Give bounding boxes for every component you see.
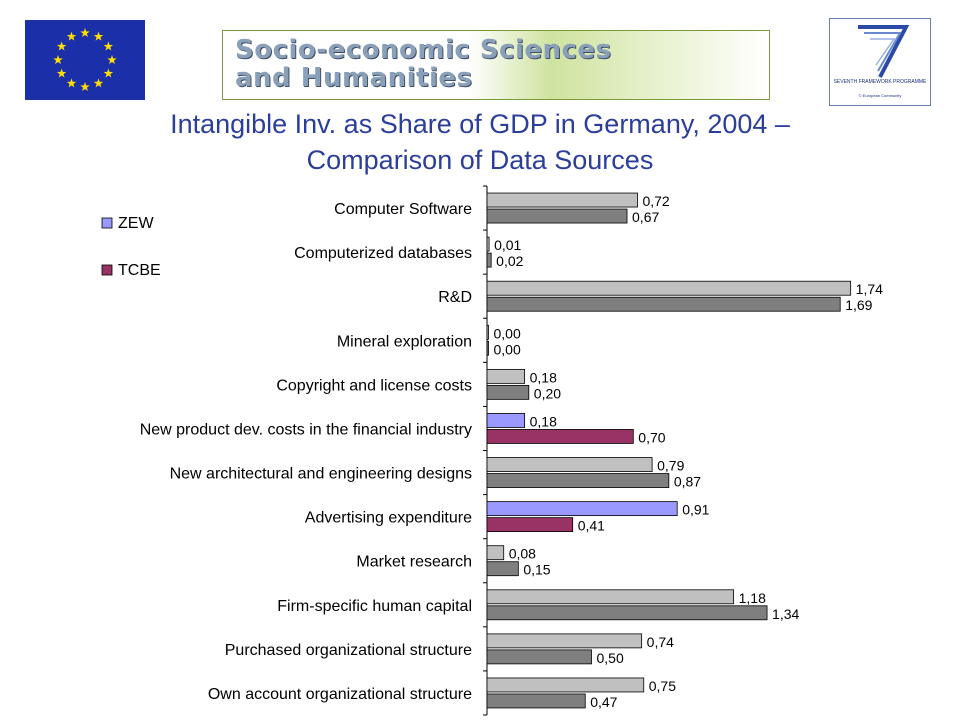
- eu-star-icon: [80, 28, 90, 38]
- zew-bar: [486, 501, 678, 517]
- data-label: 0,15: [523, 562, 550, 578]
- ssh-banner-logo: Socio-economic Sciences and Humanities: [222, 30, 770, 100]
- category-label: Computer Software: [334, 201, 472, 218]
- tcbe-bar: [486, 340, 489, 356]
- data-label: 0,50: [597, 650, 624, 666]
- fp7-seven-icon: [858, 25, 910, 78]
- tcbe-bar: [486, 561, 519, 577]
- category-label: Mineral exploration: [337, 333, 472, 350]
- tcbe-bar: [486, 208, 628, 224]
- eu-star-icon: [53, 55, 63, 65]
- tcbe-bar: [486, 429, 634, 444]
- legend-label-tcbe: TCBE: [118, 262, 161, 279]
- eu-star-icon: [56, 41, 67, 51]
- zew-bar: [486, 280, 852, 296]
- data-label: 0,74: [647, 634, 674, 650]
- zew-bar: [486, 457, 653, 472]
- data-label: 1,18: [739, 590, 766, 606]
- data-label: 0,79: [657, 458, 684, 474]
- fp7-logo: SEVENTH FRAMEWORK PROGRAMME © European C…: [829, 18, 931, 106]
- data-label: 1,34: [772, 606, 799, 622]
- legend-label-zew: ZEW: [118, 215, 154, 232]
- data-label: 0,91: [682, 502, 709, 518]
- data-label: 1,74: [856, 281, 883, 297]
- eu-star-icon: [103, 68, 114, 78]
- zew-bar: [486, 545, 505, 561]
- eu-flag-logo: [25, 20, 145, 100]
- eu-star-icon: [66, 31, 77, 41]
- legend-swatch-tcbe: [101, 264, 113, 276]
- tcbe-bar: [486, 517, 574, 533]
- zew-bar: [486, 192, 638, 208]
- zew-bar: [486, 589, 735, 605]
- category-label: Copyright and license costs: [276, 377, 472, 394]
- zew-bar: [486, 236, 490, 252]
- banner-line-1: Socio-economic Sciences: [235, 35, 612, 65]
- zew-bar: [486, 324, 489, 340]
- data-label: 0,08: [509, 546, 536, 562]
- tcbe-bar: [486, 693, 586, 709]
- category-label: Firm-specific human capital: [277, 598, 472, 615]
- data-label: 0,67: [632, 209, 659, 225]
- banner-line-2: and Humanities: [235, 63, 473, 93]
- category-label: Own account organizational structure: [208, 686, 472, 703]
- data-label: 0,20: [534, 385, 561, 401]
- category-label: Advertising expenditure: [305, 510, 472, 527]
- tcbe-bar: [486, 473, 670, 488]
- category-label: R&D: [438, 289, 472, 306]
- data-label: 1,69: [845, 297, 872, 313]
- data-label: 0,18: [530, 413, 557, 429]
- tcbe-bar: [486, 296, 841, 312]
- category-label: Computerized databases: [294, 245, 472, 262]
- tcbe-bar: [486, 649, 592, 665]
- fp7-copyright: © European Community: [858, 93, 902, 98]
- tcbe-bar: [486, 384, 530, 400]
- eu-star-icon: [56, 68, 67, 78]
- eu-star-icon: [107, 55, 117, 65]
- data-label: 0,00: [494, 325, 521, 341]
- eu-stars-icon: [53, 28, 117, 92]
- data-label: 0,00: [494, 341, 521, 357]
- zew-bar: [486, 633, 643, 649]
- category-label: Market research: [356, 554, 472, 571]
- data-label: 0,41: [578, 518, 605, 534]
- data-label: 0,02: [496, 253, 523, 269]
- legend-swatch-zew: [101, 217, 113, 229]
- zew-bar: [486, 413, 526, 428]
- zew-bar: [486, 368, 526, 384]
- category-label: Purchased organizational structure: [225, 642, 472, 659]
- tcbe-bar: [486, 252, 492, 268]
- eu-star-icon: [80, 82, 90, 92]
- eu-star-icon: [103, 41, 114, 51]
- zew-bar: [486, 677, 645, 693]
- eu-star-icon: [93, 31, 104, 41]
- data-label: 0,87: [674, 474, 701, 490]
- data-label: 0,75: [649, 678, 676, 694]
- fp7-caption: SEVENTH FRAMEWORK PROGRAMME: [833, 79, 927, 85]
- data-label: 0,47: [590, 694, 617, 710]
- data-label: 0,18: [530, 369, 557, 385]
- tcbe-bar: [486, 605, 768, 621]
- eu-star-icon: [93, 78, 104, 88]
- chart-title-line-1: Intangible Inv. as Share of GDP in Germa…: [170, 109, 790, 139]
- data-label: 0,72: [642, 193, 669, 209]
- chart-title-line-2: Comparison of Data Sources: [306, 145, 654, 175]
- eu-star-icon: [66, 78, 77, 88]
- category-label: New architectural and engineering design…: [170, 466, 472, 483]
- chart-title: Intangible Inv. as Share of GDP in Germa…: [80, 106, 880, 178]
- data-label: 0,70: [638, 429, 665, 445]
- data-label: 0,01: [494, 237, 521, 253]
- category-label: New product dev. costs in the financial …: [140, 421, 472, 438]
